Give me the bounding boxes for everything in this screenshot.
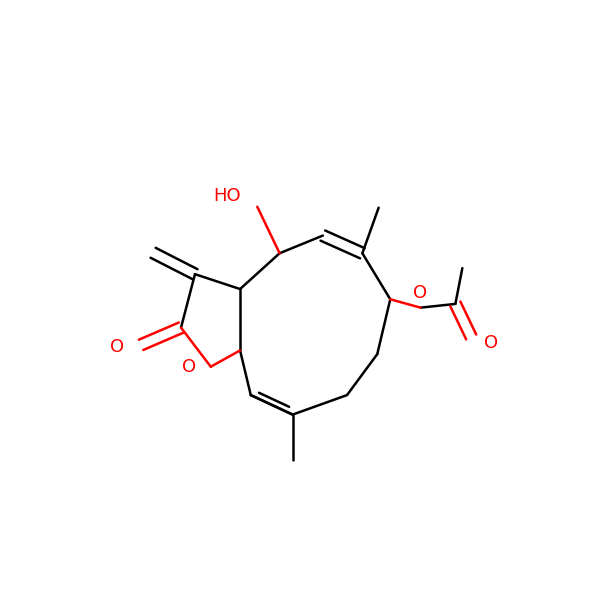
Text: O: O xyxy=(110,338,124,356)
Text: O: O xyxy=(413,284,428,302)
Text: O: O xyxy=(484,334,499,352)
Text: O: O xyxy=(182,358,196,376)
Text: HO: HO xyxy=(213,187,241,205)
